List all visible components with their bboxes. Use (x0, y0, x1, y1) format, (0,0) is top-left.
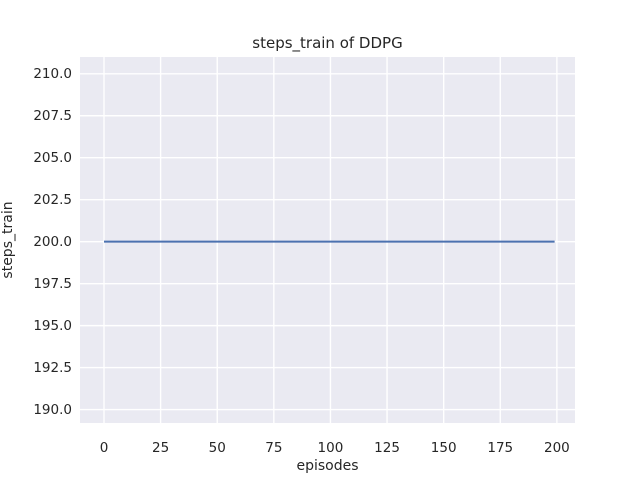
x-tick-label: 75 (265, 440, 283, 456)
y-tick-label: 202.5 (33, 191, 72, 208)
x-axis-label: episodes (296, 458, 359, 474)
y-tick-label: 197.5 (33, 275, 72, 292)
x-tick-label: 50 (208, 440, 226, 456)
y-tick-label: 190.0 (33, 401, 72, 418)
x-tick-label: 125 (374, 440, 400, 456)
plot-canvas (80, 57, 575, 423)
x-tick-label: 25 (152, 440, 170, 456)
y-tick-label: 195.0 (33, 317, 72, 334)
x-tick-label: 175 (487, 440, 514, 456)
x-tick-label: 200 (543, 440, 570, 456)
chart-title: steps_train of DDPG (252, 34, 403, 52)
x-tick-label: 0 (99, 440, 109, 456)
x-tick-label: 150 (430, 440, 457, 456)
y-tick-label: 192.5 (33, 359, 72, 376)
plot-area (80, 57, 575, 423)
y-tick-label: 210.0 (33, 65, 72, 82)
y-tick-label: 207.5 (33, 107, 72, 124)
y-tick-label: 205.0 (33, 149, 72, 166)
y-tick-label: 200.0 (33, 233, 72, 250)
plot-background (80, 57, 575, 423)
x-tick-label: 100 (317, 440, 344, 456)
